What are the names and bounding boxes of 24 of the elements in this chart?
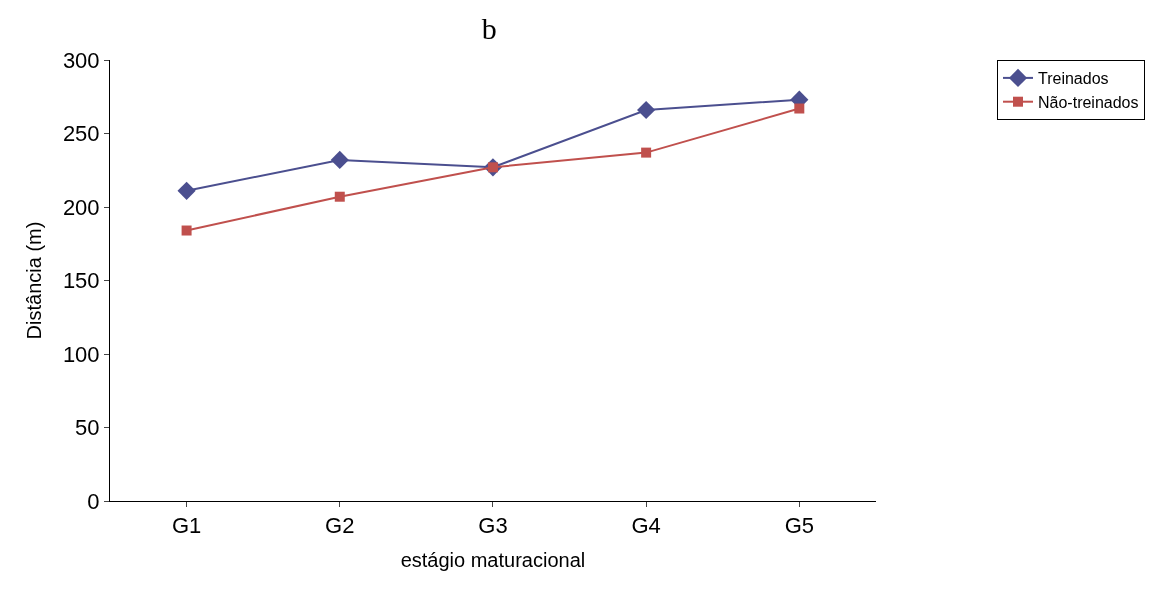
y-tick-label: 150: [62, 268, 100, 294]
x-tick-label: G1: [171, 513, 202, 539]
point: [181, 225, 192, 236]
y-tick-label: 200: [62, 194, 100, 220]
point: [637, 100, 656, 120]
y-axis-title: Distância (m): [23, 221, 46, 340]
y-tick-label: 250: [62, 121, 100, 147]
x-tick-label: G4: [631, 513, 661, 539]
x-axis-title: estágio maturacional: [400, 548, 586, 571]
y-tick-label: 100: [62, 341, 100, 367]
point: [177, 181, 196, 200]
legend-label: Treinados: [1038, 70, 1109, 88]
point: [334, 191, 345, 202]
legend-label: Não-treinados: [1038, 93, 1139, 111]
point: [794, 103, 805, 114]
x-tick-label: G5: [784, 513, 814, 539]
point: [641, 147, 652, 158]
y-tick-label: 300: [62, 47, 100, 73]
y-tick-label: 50: [75, 415, 100, 441]
y-tick-label: 0: [87, 488, 100, 514]
chart-title: b: [481, 11, 497, 45]
x-tick-label: G2: [325, 513, 355, 539]
x-tick-label: G3: [478, 513, 508, 539]
point: [330, 150, 349, 170]
